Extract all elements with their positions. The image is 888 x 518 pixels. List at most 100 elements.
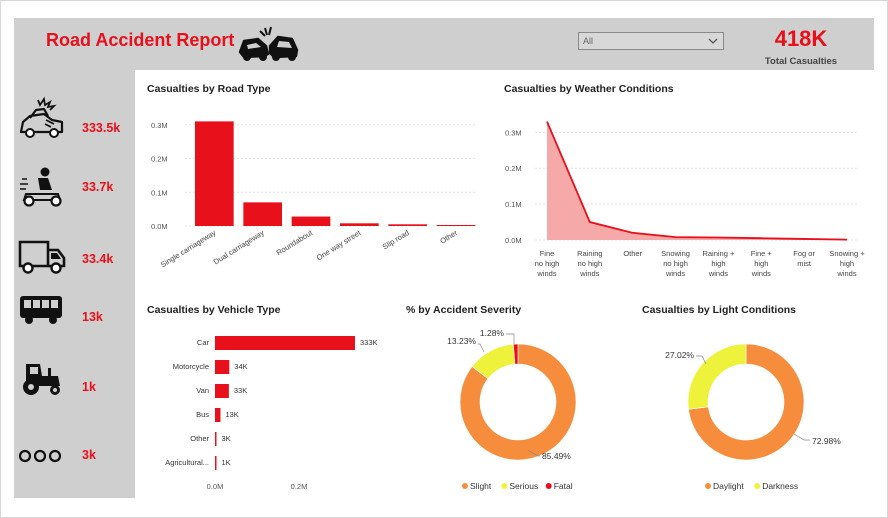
bar — [215, 360, 230, 374]
report-title: Road Accident Report — [46, 30, 235, 50]
x-tick-label: Fine + high winds — [751, 249, 773, 278]
car-crash-title-icon — [238, 26, 299, 61]
x-tick-label: Snowing no high winds — [661, 249, 690, 278]
filter-dropdown[interactable]: All — [578, 32, 724, 50]
legend-label: Slight — [470, 481, 492, 491]
legend-marker — [754, 483, 761, 489]
severity-chart: 85.49% 13.23% 1.28% Slight Serious Fatal — [447, 328, 577, 491]
y-tick-label: 0.2M — [151, 155, 168, 164]
leader-line — [506, 333, 515, 344]
x-tick-label: One way street — [315, 228, 363, 263]
x-tick-label: Snowing + high winds — [829, 249, 865, 278]
sidebar-value-van: 33.4k — [82, 252, 114, 266]
slice-label: 1.28% — [480, 328, 505, 338]
x-tick-label: Dual carriageway — [212, 228, 266, 266]
chevron-down-icon — [708, 38, 718, 44]
y-category-label: Van — [196, 386, 209, 395]
header-bar — [14, 18, 874, 70]
legend-label: Fatal — [554, 481, 573, 491]
sidebar-value-other: 3k — [82, 448, 96, 462]
x-tick-label: Other — [438, 228, 459, 246]
sidebar-panel — [14, 70, 135, 498]
slice-label: 13.23% — [447, 336, 476, 346]
data-label: 333K — [360, 338, 378, 347]
weather-chart-title: Casualties by Weather Conditions — [504, 83, 674, 95]
y-tick-label: 0.3M — [505, 128, 522, 137]
legend-marker — [462, 483, 468, 489]
x-tick-label: Slip road — [381, 228, 411, 251]
weather-chart: 0.0M 0.1M 0.2M 0.3M Fine no high winds Raining n… — [505, 121, 865, 278]
bar — [215, 384, 229, 398]
slice-label: 85.49% — [542, 451, 571, 461]
vehicle-chart: Car 333K Motorcycle 34K Van 33K Bus 13K Other 3K A… — [165, 336, 378, 491]
total-casualties-value: 418K — [774, 26, 828, 51]
donut-slice — [513, 343, 519, 365]
leader-line — [527, 449, 540, 457]
bar — [195, 121, 234, 226]
y-category-label: Car — [197, 338, 210, 347]
sidebar-value-tractor: 1k — [82, 380, 96, 394]
x-tick-label: Roundabout — [275, 228, 315, 258]
x-tick-label: 0.0M — [207, 482, 224, 491]
y-category-label: Motorcycle — [173, 362, 209, 371]
slice-label: 72.98% — [812, 436, 841, 446]
x-tick-label: Fine no high winds — [535, 249, 560, 278]
motorcycle-icon — [20, 167, 62, 207]
legend-marker — [501, 483, 508, 489]
legend-marker — [545, 483, 552, 489]
bar — [436, 224, 476, 226]
y-category-label: Bus — [196, 410, 209, 419]
severity-chart-title: % by Accident Severity — [406, 304, 522, 316]
road-type-chart-title: Casualties by Road Type — [147, 83, 271, 95]
x-tick-label: Raining no high winds — [577, 249, 602, 278]
series-line — [546, 121, 848, 241]
light-chart: 72.98% 27.02% Daylight Darkness — [665, 343, 841, 491]
y-category-label: Other — [190, 434, 209, 443]
legend-marker — [705, 483, 711, 489]
leader-line — [793, 433, 810, 441]
sidebar-value-motorcycle: 33.7k — [82, 180, 114, 194]
bar — [243, 202, 282, 226]
bar — [215, 432, 217, 446]
total-casualties-label: Total Casualties — [764, 56, 838, 67]
tractor-icon — [23, 364, 60, 395]
bar — [215, 336, 355, 350]
x-tick-label: Other — [623, 249, 642, 258]
y-tick-label: 0.1M — [505, 200, 522, 209]
bar — [388, 224, 427, 226]
y-tick-label: 0.0M — [505, 236, 522, 245]
light-chart-title: Casualties by Light Conditions — [642, 304, 797, 316]
other-dots-icon — [18, 449, 62, 463]
bar — [215, 456, 217, 470]
donut-slice — [688, 343, 805, 461]
leader-line — [478, 343, 485, 353]
bar — [215, 408, 221, 422]
content-panel — [135, 70, 862, 498]
y-tick-label: 0.2M — [505, 164, 522, 173]
van-icon — [18, 240, 66, 274]
data-label: 13K — [225, 410, 238, 419]
data-label: 34K — [234, 362, 247, 371]
data-label: 3K — [222, 434, 231, 443]
x-tick-label: Single carriageway — [159, 228, 218, 269]
y-category-label: Agricultural... — [165, 458, 209, 467]
y-tick-label: 0.1M — [151, 188, 168, 197]
x-tick-label: Raining + high winds — [702, 249, 735, 278]
sidebar-value-bus: 13k — [82, 310, 103, 324]
bus-icon — [20, 296, 62, 324]
data-label: 33K — [234, 386, 247, 395]
car-crash-icon — [19, 96, 64, 138]
x-tick-label: Fog or mist — [793, 249, 815, 268]
legend-label: Darkness — [762, 481, 798, 491]
filter-selected-value: All — [583, 36, 594, 46]
area-fill — [547, 121, 847, 240]
sidebar-value-car: 333.5k — [82, 121, 121, 135]
donut-slice — [687, 343, 747, 410]
legend-label: Serious — [509, 481, 538, 491]
y-tick-label: 0.0M — [151, 222, 168, 231]
x-tick-label: 0.2M — [291, 482, 308, 491]
vehicle-chart-title: Casualties by Vehicle Type — [147, 304, 281, 316]
legend-label: Daylight — [713, 481, 744, 491]
data-label: 1K — [222, 458, 231, 467]
